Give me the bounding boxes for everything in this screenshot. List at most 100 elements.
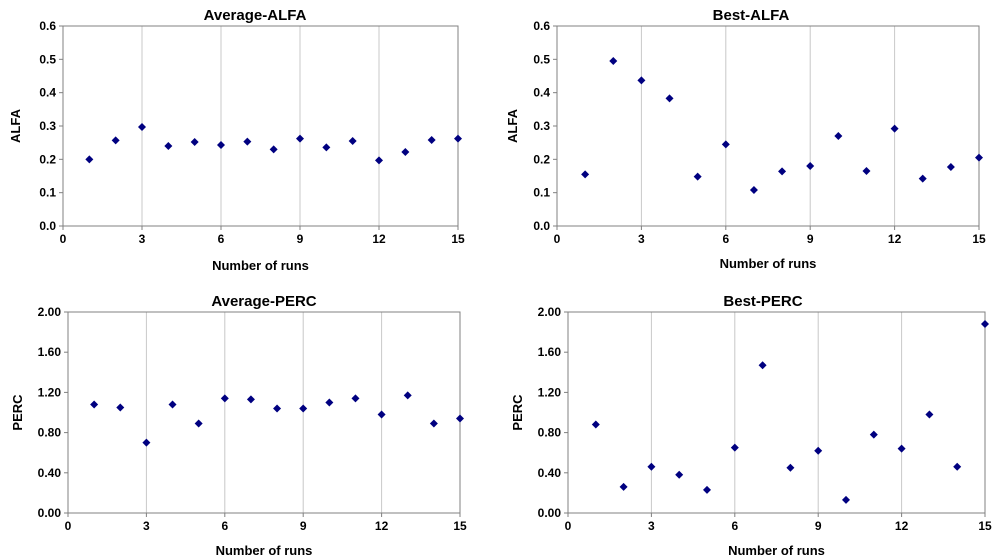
y-tick-label: 0.00 (38, 506, 62, 520)
data-point (90, 400, 99, 409)
y-tick-label: 0.80 (538, 426, 562, 440)
data-point (454, 134, 462, 143)
x-tick-label: 15 (453, 519, 467, 533)
x-tick-label: 6 (221, 519, 228, 533)
y-tick-label: 0.80 (38, 426, 62, 440)
y-tick-label: 0.4 (39, 86, 56, 100)
data-point (403, 391, 412, 400)
data-point (325, 398, 334, 407)
data-point (637, 76, 646, 85)
data-point (786, 463, 795, 472)
x-tick-label: 6 (731, 519, 738, 533)
x-tick-label: 9 (300, 519, 307, 533)
y-tick-label: 0.6 (533, 19, 550, 33)
plot-frame (567, 311, 986, 514)
y-tick-label: 0.5 (39, 52, 56, 66)
y-tick-label: 2.00 (538, 305, 562, 319)
plot-frame (67, 311, 461, 514)
data-point (427, 136, 436, 144)
data-point (619, 482, 628, 491)
data-point (721, 140, 730, 149)
chart-title: Best-ALFA (713, 7, 790, 24)
data-point (834, 132, 843, 140)
x-tick-label: 9 (815, 519, 822, 533)
data-point (269, 145, 278, 154)
x-tick-label: 12 (372, 232, 386, 246)
data-point (975, 153, 983, 162)
data-point (168, 400, 177, 409)
data-point (897, 444, 906, 453)
data-point (693, 172, 702, 181)
x-tick-label: 3 (139, 232, 146, 246)
x-tick-label: 12 (375, 519, 389, 533)
data-point (351, 394, 360, 403)
x-tick-label: 15 (451, 232, 465, 246)
x-tick-label: 15 (972, 232, 986, 246)
y-tick-label: 0.0 (533, 219, 550, 233)
data-point (111, 136, 120, 145)
y-tick-label: 2.00 (38, 305, 62, 319)
y-tick-label: 0.6 (39, 19, 56, 33)
data-point (296, 134, 304, 143)
data-point (758, 361, 767, 370)
plot-frame (556, 25, 980, 227)
y-tick-label: 0.3 (533, 119, 550, 133)
data-point (322, 143, 331, 152)
data-point (85, 155, 94, 164)
y-tick-label: 0.00 (538, 506, 562, 520)
y-tick-label: 0.2 (39, 152, 56, 166)
data-point (377, 410, 386, 419)
data-point (138, 123, 146, 131)
data-point (703, 485, 711, 494)
data-point (220, 394, 229, 403)
x-axis-label: Number of runs (728, 543, 825, 558)
y-tick-label: 0.3 (39, 119, 56, 133)
chart-title: Average-ALFA (204, 7, 307, 24)
y-axis-label: PERC (510, 394, 525, 431)
data-point (842, 495, 850, 504)
chart-title: Average-PERC (211, 293, 316, 310)
data-point (647, 462, 656, 471)
x-tick-label: 9 (297, 232, 304, 246)
x-axis-label: Number of runs (212, 258, 309, 273)
data-point (778, 167, 787, 176)
y-tick-label: 0.1 (39, 186, 56, 200)
chart-best-alfa: 0.0 0.1 0.2 0.3 0.4 0.5 0.6 0 3 6 9 12 15 Best-ALFA Nu… (505, 7, 986, 271)
plot-frame (62, 25, 459, 227)
x-tick-label: 0 (565, 519, 572, 533)
x-tick-label: 12 (895, 519, 909, 533)
data-point (375, 156, 383, 165)
x-tick-label: 3 (648, 519, 655, 533)
data-point (273, 404, 282, 413)
data-point (456, 414, 464, 423)
y-tick-label: 1.20 (38, 385, 62, 399)
y-tick-label: 0.2 (533, 152, 550, 166)
data-point (243, 137, 252, 146)
y-tick-label: 0.4 (533, 86, 550, 100)
data-point (164, 142, 173, 150)
y-tick-label: 1.60 (538, 345, 562, 359)
data-point (890, 124, 899, 133)
data-point (142, 438, 151, 447)
y-axis-label: ALFA (8, 108, 23, 143)
x-tick-label: 6 (218, 232, 225, 246)
data-point (981, 320, 989, 329)
x-axis-label: Number of runs (720, 256, 817, 271)
data-point (609, 57, 618, 65)
y-tick-label: 0.40 (38, 466, 62, 480)
data-point (814, 446, 823, 455)
data-point (401, 148, 410, 156)
y-tick-label: 0.1 (533, 186, 550, 200)
data-point (918, 174, 927, 183)
x-axis-label: Number of runs (216, 543, 313, 558)
data-point (665, 94, 674, 103)
data-point (869, 430, 878, 439)
data-point (591, 420, 600, 429)
chart-avg-perc: 0.00 0.40 0.80 1.20 1.60 2.00 0 3 6 9 12 15 Average-… (10, 293, 467, 558)
data-point (925, 410, 934, 419)
x-tick-label: 3 (638, 232, 645, 246)
y-tick-label: 0.5 (533, 52, 550, 66)
x-tick-label: 9 (807, 232, 814, 246)
data-point (675, 470, 684, 479)
